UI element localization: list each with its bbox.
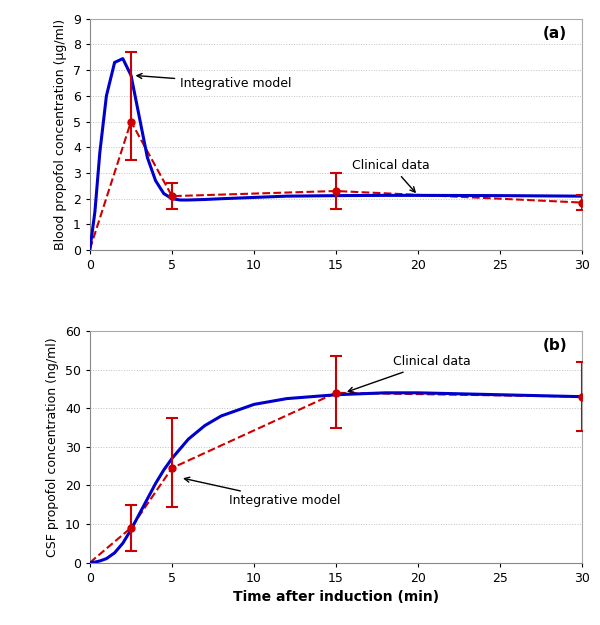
Y-axis label: CSF propofol concentration (ng/ml): CSF propofol concentration (ng/ml) — [46, 337, 59, 557]
Text: Clinical data: Clinical data — [352, 159, 430, 192]
Y-axis label: Blood propofol concentration (μg/ml): Blood propofol concentration (μg/ml) — [55, 19, 67, 250]
Text: Integrative model: Integrative model — [137, 74, 292, 89]
X-axis label: Time after induction (min): Time after induction (min) — [233, 590, 439, 604]
Text: (b): (b) — [542, 338, 567, 353]
Text: Integrative model: Integrative model — [184, 478, 341, 508]
Text: (a): (a) — [543, 26, 567, 41]
Text: Clinical data: Clinical data — [348, 356, 471, 392]
